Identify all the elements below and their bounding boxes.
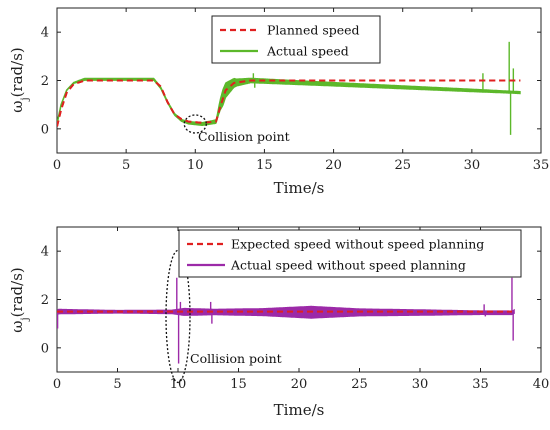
y-label-subscript: j	[20, 97, 31, 101]
plot-area	[57, 41, 521, 135]
y-axis-label: ωj(rad/s)	[8, 267, 31, 333]
legend-label: Expected speed without speed planning	[231, 237, 484, 252]
panel-1: 0 5 10 15 20 25 30 35 0 2 4 Time/s ωj(rad/s) Collisio…	[8, 7, 550, 197]
y-tick-label: 2	[41, 74, 49, 89]
x-tick-label: 10	[187, 158, 204, 173]
y-label-unit: (rad/s)	[8, 47, 26, 97]
x-tick-label: 20	[325, 158, 342, 173]
x-tick-label: 30	[412, 377, 429, 392]
x-tick-label: 5	[122, 158, 130, 173]
legend-box	[178, 229, 522, 278]
x-tick-label: 10	[170, 377, 187, 392]
series-2	[57, 277, 515, 364]
y-tick-label: 4	[41, 245, 49, 260]
x-tick-label: 0	[53, 377, 61, 392]
x-tick-label: 40	[533, 377, 550, 392]
x-axis-label: Time/s	[274, 179, 325, 197]
y-tick-label: 4	[41, 26, 49, 41]
legend-label: Planned speed	[267, 23, 360, 38]
y-tick-label: 0	[41, 341, 49, 356]
legend-label: Actual speed	[266, 44, 349, 59]
y-label-unit: (rad/s)	[8, 267, 26, 317]
y-tick-label: 0	[41, 122, 49, 137]
x-tick-label: 35	[533, 158, 550, 173]
legend-label: Actual speed without speed planning	[230, 258, 466, 273]
x-tick-label: 0	[53, 158, 61, 173]
legend: Planned speed Actual speed	[211, 15, 381, 64]
collision-annotation: Collision point	[198, 129, 290, 144]
panel-2: 0 5 10 15 20 25 30 35 40 0 2 4 Time/s ωj(rad/s) Collis…	[8, 226, 550, 419]
y-tick-label: 2	[41, 293, 49, 308]
y-axis-label: ωj(rad/s)	[8, 47, 31, 113]
legend-box	[211, 15, 381, 64]
x-tick-label: 15	[230, 377, 247, 392]
collision-ellipse	[183, 114, 207, 134]
series-line	[57, 79, 521, 127]
collision-ellipse	[165, 249, 191, 384]
y-label-symbol: ω	[8, 101, 26, 113]
series-band	[57, 77, 521, 126]
x-tick-label: 30	[464, 158, 481, 173]
x-tick-label: 25	[394, 158, 411, 173]
y-label-subscript: j	[20, 317, 31, 321]
x-tick-label: 20	[291, 377, 308, 392]
collision-annotation: Collision point	[190, 351, 282, 366]
legend: Expected speed without speed planning Act…	[178, 229, 522, 278]
x-tick-label: 25	[351, 377, 368, 392]
plot-area	[57, 277, 515, 364]
y-label-symbol: ω	[8, 321, 26, 333]
x-axis-label: Time/s	[274, 401, 325, 419]
dashed-series-overlay	[57, 79, 521, 127]
x-tick-label: 5	[113, 377, 121, 392]
series-1	[57, 79, 521, 127]
series-line	[57, 78, 521, 125]
x-tick-label: 15	[256, 158, 273, 173]
x-tick-label: 35	[472, 377, 489, 392]
